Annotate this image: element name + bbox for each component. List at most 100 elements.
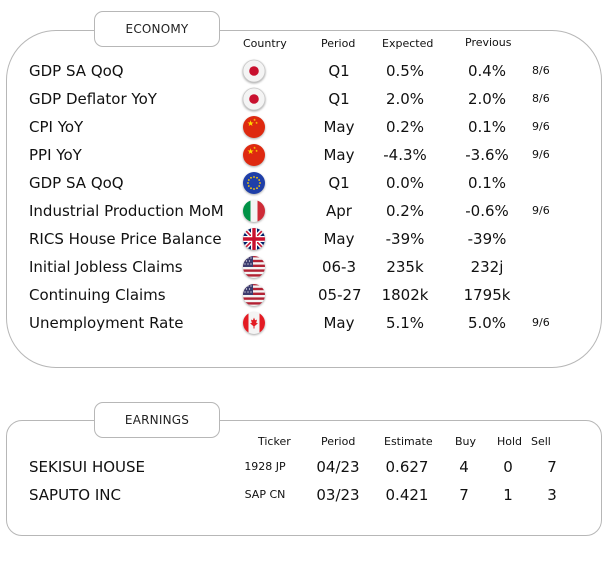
- japan-flag-icon: [242, 87, 266, 111]
- period-value: May: [323, 146, 355, 164]
- previous-value: 5.0%: [467, 314, 507, 332]
- estimate-header: Estimate: [384, 435, 433, 448]
- eu-flag-icon: [242, 171, 266, 195]
- economy-row[interactable]: RICS House Price Balance May -39% -39%: [0, 225, 606, 253]
- previous-value: 0.1%: [467, 118, 507, 136]
- economy-row[interactable]: Continuing Claims 05-27 1802k 1795k: [0, 281, 606, 309]
- previous-value: 232j: [470, 258, 504, 276]
- japan-flag-icon: [242, 59, 266, 83]
- sell-count: 3: [547, 486, 557, 504]
- china-flag-icon: ★ ★ ★: [242, 143, 266, 167]
- expected-value: 0.0%: [385, 174, 425, 192]
- previous-header: Previous: [465, 36, 512, 49]
- period-value: May: [323, 230, 355, 248]
- release-date: 9/6: [532, 204, 550, 217]
- indicator-name: GDP SA QoQ: [29, 174, 124, 192]
- economy-panel: [6, 30, 602, 368]
- expected-value: 1802k: [381, 286, 429, 304]
- estimate-value: 0.627: [385, 458, 429, 476]
- indicator-name: PPI YoY: [29, 146, 82, 164]
- release-date: 9/6: [532, 120, 550, 133]
- hold-count: 0: [503, 458, 513, 476]
- economy-row[interactable]: GDP SA QoQ Q1 0.5% 0.4% 8/6: [0, 57, 606, 85]
- indicator-name: Continuing Claims: [29, 286, 166, 304]
- economy-row[interactable]: GDP Deflator YoY Q1 2.0% 2.0% 8/6: [0, 85, 606, 113]
- previous-value: 2.0%: [467, 90, 507, 108]
- indicator-name: RICS House Price Balance: [29, 230, 222, 248]
- expected-value: -39%: [385, 230, 425, 248]
- buy-header: Buy: [455, 435, 477, 448]
- period-value: 04/23: [316, 458, 360, 476]
- indicator-name: Unemployment Rate: [29, 314, 184, 332]
- release-date: 9/6: [532, 316, 550, 329]
- period-value: Apr: [326, 202, 352, 220]
- expected-header: Expected: [382, 37, 434, 50]
- sell-header: Sell: [531, 435, 551, 448]
- earnings-panel: [6, 420, 602, 536]
- previous-value: 0.4%: [467, 62, 507, 80]
- expected-value: 5.1%: [385, 314, 425, 332]
- svg-text:★: ★: [247, 119, 254, 128]
- economy-row[interactable]: Initial Jobless Claims 06-3 235k 232j: [0, 253, 606, 281]
- svg-text:★: ★: [255, 149, 258, 153]
- release-date: 9/6: [532, 148, 550, 161]
- expected-value: 0.2%: [385, 202, 425, 220]
- period-value: Q1: [328, 62, 350, 80]
- indicator-name: GDP Deflator YoY: [29, 90, 157, 108]
- period-value: 03/23: [316, 486, 360, 504]
- period-value: 06-3: [321, 258, 357, 276]
- economy-tab[interactable]: ECONOMY: [94, 11, 220, 47]
- release-date: 8/6: [532, 92, 550, 105]
- us-flag-icon: [242, 283, 266, 307]
- previous-value: -3.6%: [465, 146, 509, 164]
- uk-flag-icon: [242, 227, 266, 251]
- period-value: Q1: [328, 90, 350, 108]
- ticker-value: SAP CN: [244, 488, 286, 501]
- previous-value: 0.1%: [467, 174, 507, 192]
- italy-flag-icon: [242, 199, 266, 223]
- svg-text:★: ★: [253, 146, 256, 150]
- sell-count: 7: [547, 458, 557, 476]
- svg-text:★: ★: [253, 118, 256, 122]
- indicator-name: Industrial Production MoM: [29, 202, 224, 220]
- expected-value: -4.3%: [383, 146, 427, 164]
- economy-row[interactable]: CPI YoY ★ ★ ★ May 0.2% 0.1% 9/6: [0, 113, 606, 141]
- release-date: 8/6: [532, 64, 550, 77]
- estimate-value: 0.421: [385, 486, 429, 504]
- period-value: May: [323, 314, 355, 332]
- expected-value: 0.5%: [385, 62, 425, 80]
- company-name: SEKISUI HOUSE: [29, 458, 146, 476]
- indicator-name: Initial Jobless Claims: [29, 258, 183, 276]
- canada-flag-icon: [242, 311, 266, 335]
- hold-header: Hold: [497, 435, 523, 448]
- economy-row[interactable]: Industrial Production MoM Apr 0.2% -0.6% 9/6: [0, 197, 606, 225]
- hold-count: 1: [503, 486, 513, 504]
- period-value: May: [323, 118, 355, 136]
- expected-value: 2.0%: [385, 90, 425, 108]
- earnings-tab[interactable]: EARNINGS: [94, 402, 220, 438]
- economy-row[interactable]: GDP SA QoQ Q1 0.0% 0.1%: [0, 169, 606, 197]
- period-value: Q1: [328, 174, 350, 192]
- earnings-row[interactable]: SAPUTO INC SAP CN 03/23 0.421 7 1 3: [0, 481, 606, 509]
- country-header: Country: [243, 37, 287, 50]
- buy-count: 4: [459, 458, 469, 476]
- previous-value: -39%: [467, 230, 507, 248]
- economy-row[interactable]: PPI YoY ★ ★ ★ May -4.3% -3.6% 9/6: [0, 141, 606, 169]
- period-header: Period: [321, 37, 356, 50]
- company-name: SAPUTO INC: [29, 486, 121, 504]
- svg-text:★: ★: [247, 147, 254, 156]
- previous-value: -0.6%: [465, 202, 509, 220]
- indicator-name: CPI YoY: [29, 118, 84, 136]
- buy-count: 7: [459, 486, 469, 504]
- svg-text:★: ★: [255, 121, 258, 125]
- expected-value: 235k: [386, 258, 424, 276]
- ticker-value: 1928 JP: [244, 460, 286, 473]
- us-flag-icon: [242, 255, 266, 279]
- china-flag-icon: ★ ★ ★: [242, 115, 266, 139]
- ticker-header: Ticker: [258, 435, 291, 448]
- period-value: 05-27: [318, 286, 362, 304]
- previous-value: 1795k: [463, 286, 511, 304]
- indicator-name: GDP SA QoQ: [29, 62, 124, 80]
- economy-row[interactable]: Unemployment Rate May 5.1% 5.0% 9/6: [0, 309, 606, 337]
- earnings-row[interactable]: SEKISUI HOUSE 1928 JP 04/23 0.627 4 0 7: [0, 453, 606, 481]
